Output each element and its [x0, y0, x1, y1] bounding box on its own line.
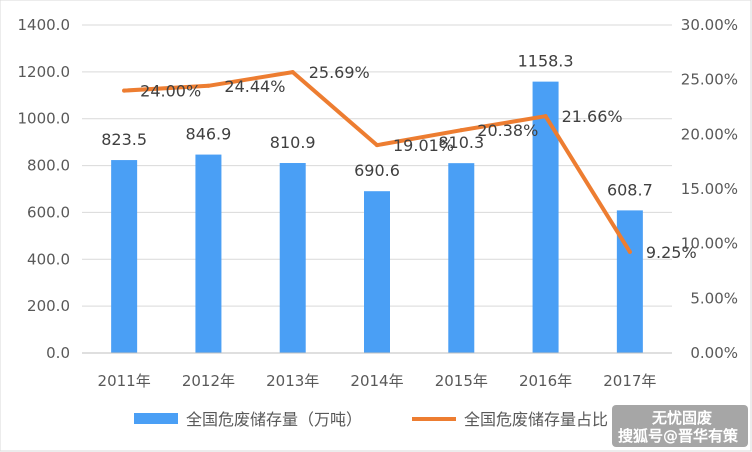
bar — [364, 191, 390, 353]
bar-data-labels: 823.5 846.9 810.9 690.6 810.3 1158.3 608.7 — [101, 52, 653, 200]
line-value-label: 19.01% — [393, 136, 454, 155]
y-left-tick-label: 200.0 — [27, 297, 70, 315]
line-point — [206, 83, 211, 88]
watermark-line1: 无忧固废 — [651, 409, 712, 427]
y-right-tick-label: 30.00% — [681, 16, 738, 34]
line-point — [122, 88, 127, 93]
bar-value-label: 810.3 — [438, 133, 484, 152]
line-value-label: 20.38% — [477, 121, 538, 140]
y-right-tick-label: 10.00% — [681, 235, 738, 253]
line-series — [122, 70, 632, 254]
y-right-tick-label: 20.00% — [681, 125, 738, 143]
bar — [195, 154, 222, 353]
line-value-label: 21.66% — [562, 107, 623, 126]
y-left-tick-label: 1200.0 — [18, 63, 71, 81]
x-axis: 2011年 2012年 2013年 2014年 2015年 2016年 2017年 — [82, 352, 672, 390]
line-point — [459, 128, 464, 133]
watermark: 无忧固废 搜狐号@晋华有策 — [612, 405, 748, 447]
line-point — [290, 70, 295, 75]
line-value-label: 25.69% — [309, 63, 370, 82]
y-left-tick-label: 1000.0 — [18, 110, 71, 128]
bar-value-label: 608.7 — [607, 180, 653, 199]
right-axis-ticks: 0.00% 5.00% 10.00% 15.00% 20.00% 25.00% 30.00% — [681, 16, 738, 362]
bar — [616, 210, 643, 353]
legend-label-bar: 全国危废储存量（万吨） — [186, 410, 362, 429]
y-right-tick-label: 15.00% — [681, 180, 738, 198]
x-tick-label: 2013年 — [266, 372, 319, 390]
bar — [448, 163, 475, 353]
legend: 全国危废储存量（万吨） 全国危废储存量占比 — [134, 410, 608, 429]
x-tick-label: 2017年 — [603, 372, 656, 390]
bar — [279, 163, 306, 353]
legend-swatch-bar — [134, 413, 178, 424]
line-point — [543, 114, 548, 119]
x-tick-label: 2011年 — [98, 372, 151, 390]
line-value-label: 9.25% — [646, 243, 697, 262]
x-tick-label: 2012年 — [182, 372, 235, 390]
y-left-tick-label: 800.0 — [27, 157, 70, 175]
x-tick-label: 2015年 — [435, 372, 488, 390]
bar-value-label: 1158.3 — [518, 52, 574, 71]
y-left-tick-label: 400.0 — [27, 250, 70, 268]
y-right-tick-label: 5.00% — [690, 289, 738, 307]
line-point — [627, 249, 632, 254]
watermark-line2: 搜狐号@晋华有策 — [618, 427, 739, 445]
bar-value-label: 846.9 — [186, 125, 232, 144]
watermark-backdrop — [612, 405, 748, 447]
bar-value-label: 690.6 — [354, 161, 400, 180]
line-data-labels: 24.00% 24.44% 25.69% 19.01% 20.38% 21.66% 9.25… — [140, 63, 697, 262]
bar-value-label: 823.5 — [101, 130, 147, 149]
x-tick-label: 2014年 — [350, 372, 403, 390]
x-tick-label: 2016年 — [519, 372, 572, 390]
left-axis-ticks: 0.0 200.0 400.0 600.0 800.0 1000.0 1200.0 1400.… — [18, 16, 71, 362]
legend-label-line: 全国危废储存量占比 — [464, 410, 608, 429]
line-point — [375, 143, 379, 148]
bar — [111, 160, 138, 353]
y-left-tick-label: 1400.0 — [18, 16, 71, 34]
line-value-label: 24.44% — [224, 77, 285, 96]
bar-series — [111, 81, 643, 353]
bar-value-label: 810.9 — [270, 133, 316, 152]
line-value-label: 24.00% — [140, 82, 201, 101]
y-left-tick-label: 600.0 — [27, 203, 70, 221]
y-right-tick-label: 25.00% — [681, 71, 738, 89]
y-right-tick-label: 0.00% — [690, 344, 738, 362]
y-left-tick-label: 0.0 — [46, 344, 70, 362]
